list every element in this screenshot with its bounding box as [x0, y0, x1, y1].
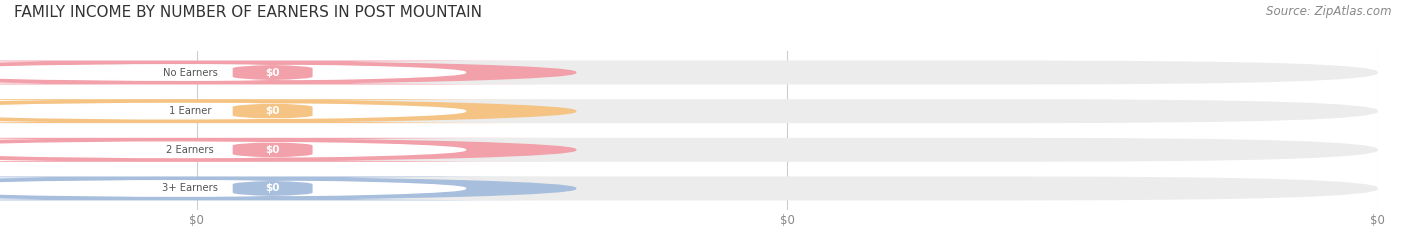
FancyBboxPatch shape — [148, 180, 398, 197]
FancyBboxPatch shape — [148, 64, 398, 81]
Circle shape — [0, 103, 465, 119]
Circle shape — [0, 139, 576, 161]
Text: $0: $0 — [266, 106, 280, 116]
Text: 2 Earners: 2 Earners — [166, 145, 214, 155]
FancyBboxPatch shape — [148, 141, 398, 159]
Circle shape — [0, 65, 465, 80]
FancyBboxPatch shape — [197, 138, 1378, 162]
Circle shape — [0, 142, 465, 158]
Circle shape — [0, 181, 465, 196]
FancyBboxPatch shape — [0, 99, 551, 123]
FancyBboxPatch shape — [197, 61, 1378, 85]
Circle shape — [0, 178, 576, 199]
FancyBboxPatch shape — [197, 176, 1378, 200]
FancyBboxPatch shape — [0, 138, 551, 162]
Text: $0: $0 — [266, 68, 280, 78]
Text: 1 Earner: 1 Earner — [169, 106, 211, 116]
FancyBboxPatch shape — [0, 176, 551, 200]
Text: No Earners: No Earners — [163, 68, 218, 78]
Text: $0: $0 — [266, 183, 280, 193]
Text: FAMILY INCOME BY NUMBER OF EARNERS IN POST MOUNTAIN: FAMILY INCOME BY NUMBER OF EARNERS IN PO… — [14, 5, 482, 20]
FancyBboxPatch shape — [0, 61, 551, 85]
FancyBboxPatch shape — [148, 102, 398, 120]
Circle shape — [0, 62, 576, 83]
Text: $0: $0 — [266, 145, 280, 155]
Text: Source: ZipAtlas.com: Source: ZipAtlas.com — [1267, 5, 1392, 18]
Text: 3+ Earners: 3+ Earners — [162, 183, 218, 193]
Circle shape — [0, 100, 576, 122]
FancyBboxPatch shape — [197, 99, 1378, 123]
